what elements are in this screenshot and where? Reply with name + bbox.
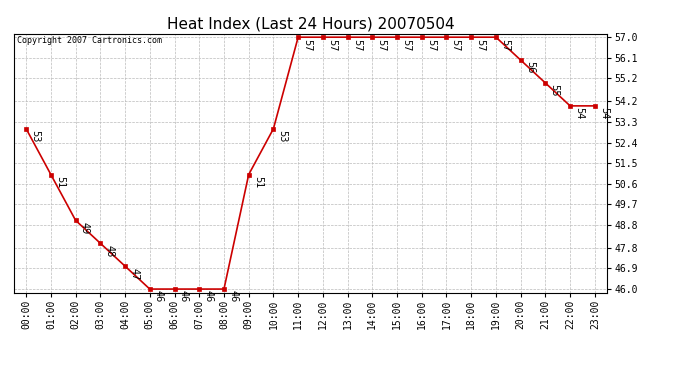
Text: 57: 57 [451, 39, 461, 51]
Text: 46: 46 [179, 291, 188, 303]
Title: Heat Index (Last 24 Hours) 20070504: Heat Index (Last 24 Hours) 20070504 [167, 16, 454, 31]
Text: 57: 57 [327, 39, 337, 51]
Text: 48: 48 [104, 244, 115, 257]
Text: 57: 57 [352, 39, 362, 51]
Text: 57: 57 [475, 39, 485, 51]
Text: 46: 46 [204, 291, 213, 303]
Text: 51: 51 [55, 176, 65, 188]
Text: 51: 51 [253, 176, 263, 188]
Text: 55: 55 [549, 84, 560, 97]
Text: 56: 56 [525, 62, 535, 74]
Text: 46: 46 [154, 291, 164, 303]
Text: 57: 57 [401, 39, 411, 51]
Text: 53: 53 [30, 130, 40, 142]
Text: 57: 57 [302, 39, 313, 51]
Text: 46: 46 [228, 291, 238, 303]
Text: 53: 53 [277, 130, 288, 142]
Text: 47: 47 [129, 267, 139, 280]
Text: 54: 54 [574, 107, 584, 120]
Text: 57: 57 [426, 39, 436, 51]
Text: 57: 57 [500, 39, 510, 51]
Text: Copyright 2007 Cartronics.com: Copyright 2007 Cartronics.com [17, 36, 161, 45]
Text: 57: 57 [377, 39, 386, 51]
Text: 54: 54 [599, 107, 609, 120]
Text: 49: 49 [80, 222, 90, 234]
